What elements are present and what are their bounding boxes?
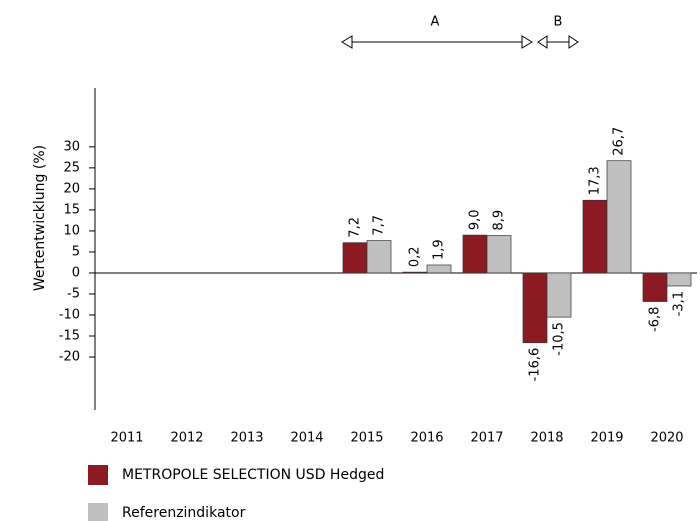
- y-tick-label: -20: [59, 350, 80, 365]
- x-tick-label: 2015: [350, 431, 383, 446]
- x-tick-label: 2012: [170, 431, 203, 446]
- bar: [522, 272, 548, 344]
- bar: [486, 235, 512, 274]
- legend-label: Referenzindikator: [122, 505, 246, 521]
- bar: [462, 234, 488, 274]
- annotation: B: [554, 15, 563, 30]
- y-tick-label: 10: [63, 223, 80, 238]
- legend-label: METROPOLE SELECTION USD Hedged: [122, 467, 384, 483]
- y-tick-label: -15: [59, 329, 80, 344]
- x-tick-label: 2014: [290, 431, 323, 446]
- bar: [642, 272, 668, 302]
- bar: [342, 242, 368, 274]
- bar: [366, 240, 392, 274]
- value-label: -6,8: [648, 307, 663, 332]
- bar: [546, 272, 572, 318]
- y-tick-label: -10: [59, 307, 80, 322]
- value-label: 1,9: [432, 239, 447, 260]
- x-tick-label: 2019: [590, 431, 623, 446]
- y-axis-label: Wertentwicklung (%): [32, 145, 48, 291]
- value-label: 7,2: [348, 217, 363, 238]
- x-tick-label: 2018: [530, 431, 563, 446]
- y-tick-label: 5: [72, 244, 80, 259]
- value-label: -16,6: [528, 348, 543, 382]
- bar: [606, 160, 632, 274]
- value-label: -10,5: [552, 322, 567, 356]
- x-tick-label: 2017: [470, 431, 503, 446]
- y-tick-label: -5: [67, 286, 80, 301]
- bar: [426, 264, 452, 274]
- y-tick-label: 15: [63, 202, 80, 217]
- y-tick-label: 20: [63, 181, 80, 196]
- value-label: 7,7: [372, 215, 387, 236]
- legend-swatch: [88, 503, 108, 521]
- bar: [582, 199, 608, 274]
- value-label: 8,9: [492, 210, 507, 231]
- x-tick-label: 2013: [230, 431, 263, 446]
- y-tick-label: 0: [72, 265, 80, 280]
- value-label: -3,1: [672, 291, 687, 316]
- value-label: 9,0: [468, 209, 483, 230]
- bar: [666, 272, 692, 287]
- legend-swatch: [88, 465, 108, 485]
- value-label: 0,2: [408, 246, 423, 267]
- y-tick-label: 30: [63, 139, 80, 154]
- x-tick-label: 2011: [110, 431, 143, 446]
- value-label: 26,7: [612, 127, 627, 156]
- value-label: 17,3: [588, 166, 603, 195]
- y-tick-label: 25: [63, 160, 80, 175]
- annotation: A: [431, 15, 440, 30]
- annotation-arrows: [341, 35, 579, 49]
- x-tick-label: 2020: [650, 431, 683, 446]
- bar: [402, 271, 428, 274]
- x-tick-label: 2016: [410, 431, 443, 446]
